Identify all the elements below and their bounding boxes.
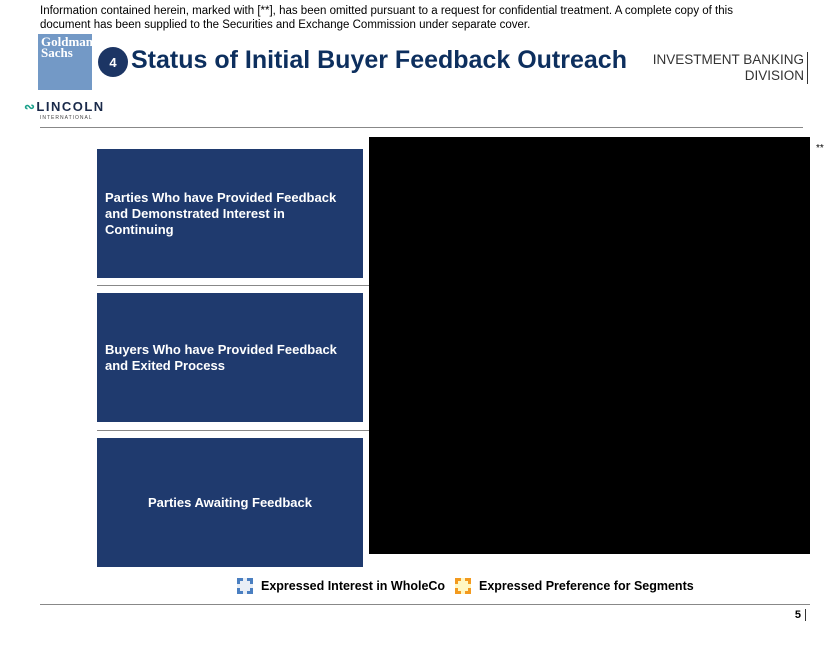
redaction-marker: ** — [816, 143, 824, 154]
legend-item-segments: Expressed Preference for Segments — [455, 578, 694, 594]
legend-item-wholeco: Expressed Interest in WholeCo — [237, 578, 445, 594]
footer-divider — [40, 604, 810, 605]
category-box-exited: Buyers Who have Provided Feedback and Ex… — [97, 293, 363, 422]
header-divider — [40, 127, 803, 128]
redacted-content — [369, 137, 810, 554]
legend-label: Expressed Preference for Segments — [479, 579, 694, 593]
category-label: Buyers Who have Provided Feedback and Ex… — [105, 341, 337, 373]
section-number-badge: 4 — [98, 47, 128, 77]
legend-swatch-icon — [237, 578, 253, 594]
page-title: Status of Initial Buyer Feedback Outreac… — [131, 46, 627, 74]
legend-swatch-icon — [455, 578, 471, 594]
page-number: 5 — [795, 609, 806, 621]
category-label: Parties Who have Provided Feedback and D… — [105, 189, 337, 237]
lincoln-logo-text: LINCOLN — [36, 99, 105, 114]
goldman-sachs-logo: Goldman Sachs — [38, 34, 93, 90]
division-label: INVESTMENT BANKING DIVISION — [653, 52, 808, 84]
confidentiality-notice: Information contained herein, marked wit… — [40, 5, 733, 31]
legend-label: Expressed Interest in WholeCo — [261, 579, 446, 593]
lincoln-logo: ∾LINCOLN INTERNATIONAL — [24, 99, 105, 121]
division-line2: DIVISION — [744, 68, 804, 83]
category-box-awaiting: Parties Awaiting Feedback — [97, 438, 363, 567]
category-label: Parties Awaiting Feedback — [147, 494, 312, 510]
wave-icon: ∾ — [24, 99, 37, 114]
row-divider — [97, 430, 369, 431]
row-divider — [97, 285, 369, 286]
lincoln-logo-sub: INTERNATIONAL — [40, 115, 93, 121]
category-box-interested: Parties Who have Provided Feedback and D… — [97, 149, 363, 278]
division-line1: INVESTMENT BANKING — [652, 52, 804, 67]
